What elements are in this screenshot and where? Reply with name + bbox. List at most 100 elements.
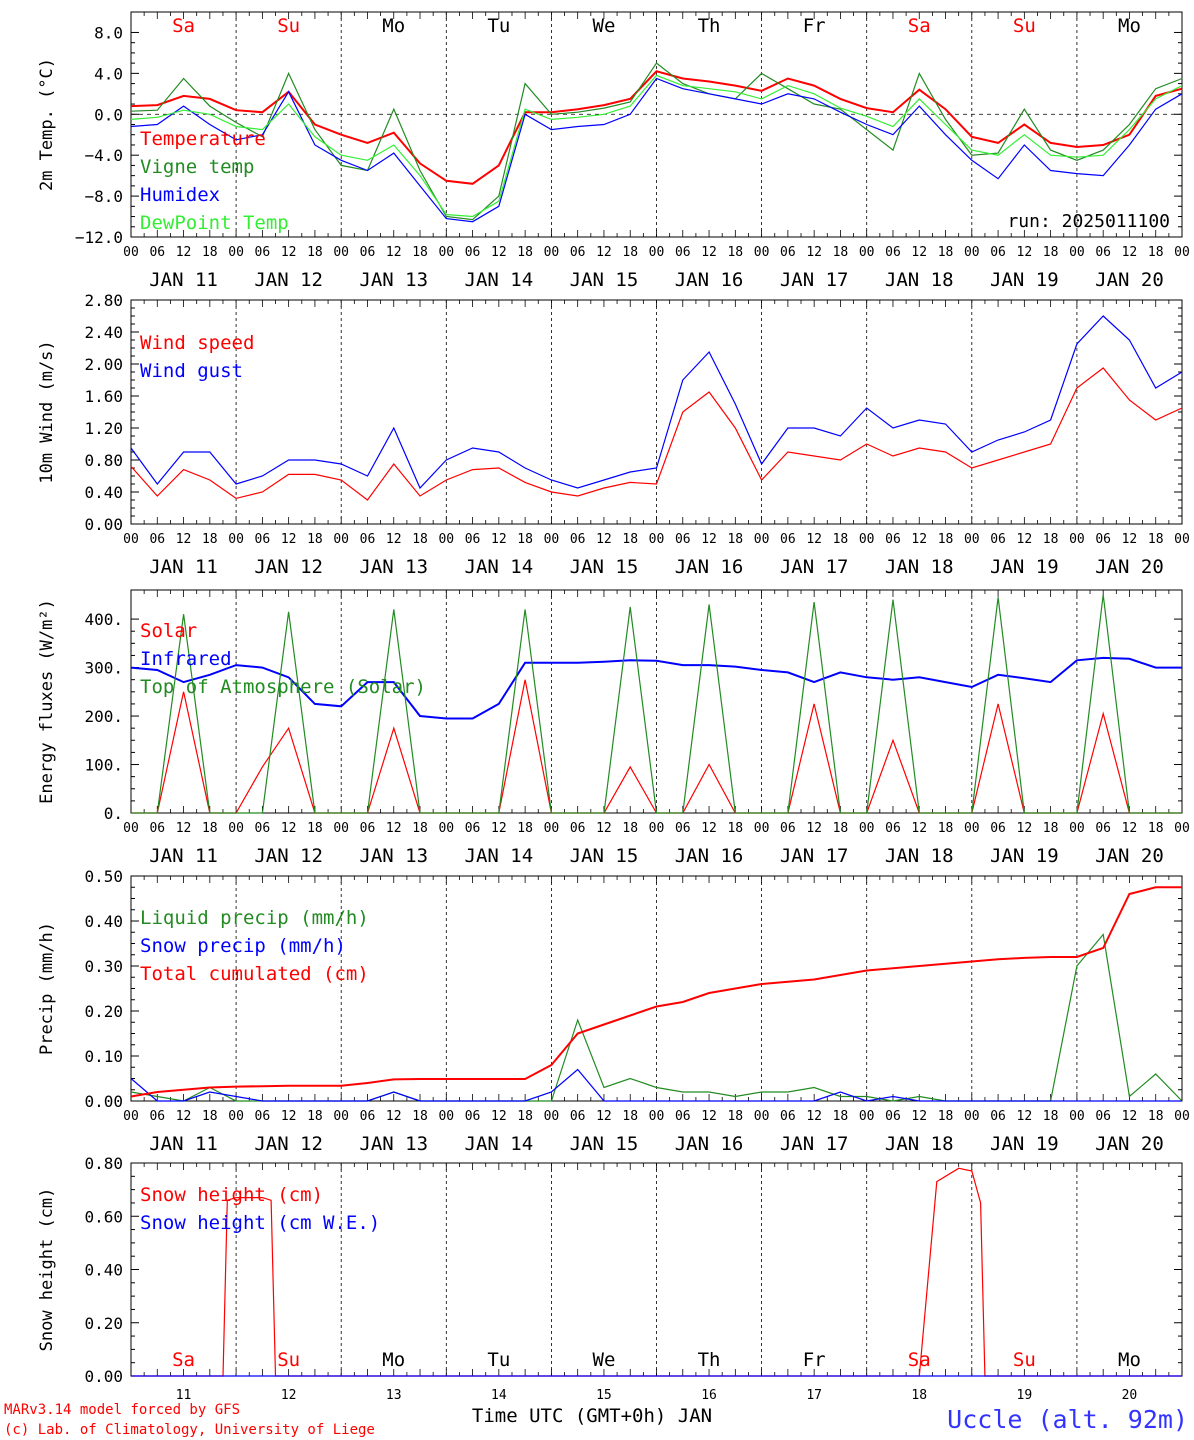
hour-tick-label: 18: [517, 245, 533, 260]
date-label: JAN 13: [359, 1133, 428, 1155]
hour-tick-label: 06: [360, 821, 376, 836]
weekday-label: Su: [277, 1349, 300, 1371]
date-label: JAN 19: [990, 845, 1059, 867]
hour-tick-label: 00: [228, 532, 244, 547]
series-line-temperature: [130, 70, 1183, 185]
date-label: JAN 11: [149, 845, 218, 867]
hour-tick-label: 06: [990, 245, 1006, 260]
legend-entry: Snow precip (mm/h): [140, 935, 346, 957]
date-label: JAN 16: [675, 1133, 744, 1155]
hour-tick-label: 06: [780, 532, 796, 547]
hour-tick-label: 06: [570, 532, 586, 547]
hour-tick-label: 12: [386, 821, 402, 836]
hour-tick-label: 00: [754, 821, 770, 836]
series-line-wind-gust: [130, 315, 1183, 490]
hour-tick-label: 12: [596, 245, 612, 260]
date-label: JAN 14: [465, 1133, 534, 1155]
date-label: JAN 12: [254, 556, 323, 578]
y-tick-label: 2.40: [84, 323, 123, 342]
x-axis-label: Time UTC (GMT+0h) JAN: [472, 1405, 712, 1427]
series-line-top-of-atmosphere-solar-: [131, 594, 1182, 814]
hour-tick-label: 00: [544, 821, 560, 836]
hour-tick-label: 18: [622, 821, 638, 836]
date-label: JAN 16: [675, 269, 744, 291]
y-axis-label: 10m Wind (m/s): [37, 340, 57, 483]
weekday-label: Su: [1013, 1349, 1036, 1371]
hour-tick-label: 18: [412, 1109, 428, 1124]
y-tick-label: 0.40: [84, 912, 123, 931]
date-label: JAN 19: [990, 269, 1059, 291]
hour-tick-label: 18: [938, 532, 954, 547]
panel-3: 0. 100. 200. 300. 400. Energy fluxes (W/m²) So…: [37, 589, 1190, 867]
hour-tick-label: 12: [596, 1109, 612, 1124]
date-label: JAN 11: [149, 1133, 218, 1155]
hour-tick-label: 12: [701, 532, 717, 547]
legend-entry: Humidex: [140, 184, 220, 206]
hour-tick-label: 18: [833, 1109, 849, 1124]
y-axis-label: Energy fluxes (W/m²): [37, 599, 57, 804]
weekday-label: Tu: [487, 15, 510, 37]
hour-tick-label: 12: [176, 821, 192, 836]
legend-entry: Total cumulated (cm): [140, 963, 369, 985]
date-label: JAN 18: [885, 1133, 954, 1155]
hour-tick-label: 00: [228, 821, 244, 836]
y-tick-label: 1.20: [84, 419, 123, 438]
y-tick-label: 0.0: [94, 105, 123, 124]
hour-tick-label: 18: [727, 821, 743, 836]
hour-tick-label: 18: [727, 245, 743, 260]
y-tick-label: 100.: [84, 756, 123, 775]
hour-tick-label: 18: [517, 1109, 533, 1124]
weekday-label: Th: [698, 1349, 721, 1371]
hour-tick-label: 12: [491, 532, 507, 547]
date-label: JAN 18: [885, 845, 954, 867]
date-label: JAN 11: [149, 269, 218, 291]
hour-tick-label: 18: [307, 821, 323, 836]
date-label: JAN 17: [780, 556, 849, 578]
date-label: JAN 11: [149, 556, 218, 578]
date-label: JAN 12: [254, 1133, 323, 1155]
y-tick-label: 0.00: [84, 515, 123, 534]
weekday-label: Su: [277, 15, 300, 37]
hour-tick-label: 00: [964, 532, 980, 547]
y-axis-label: Precip (mm/h): [37, 922, 57, 1055]
hour-tick-label: 00: [123, 821, 139, 836]
series-line-snow-precip-mm-h-: [130, 1068, 1182, 1102]
hour-tick-label: 00: [1174, 245, 1190, 260]
hour-tick-label: 12: [596, 821, 612, 836]
day-number-label: 15: [596, 1388, 612, 1403]
hour-tick-label: 06: [990, 821, 1006, 836]
hour-tick-label: 18: [1148, 1109, 1164, 1124]
hour-tick-label: 06: [1095, 1109, 1111, 1124]
hour-tick-label: 12: [806, 1109, 822, 1124]
y-tick-label: 0.40: [84, 1261, 123, 1280]
hour-tick-label: 00: [649, 532, 665, 547]
hour-tick-label: 00: [123, 1109, 139, 1124]
date-label: JAN 15: [570, 845, 639, 867]
hour-tick-label: 12: [701, 245, 717, 260]
hour-tick-label: 12: [491, 1109, 507, 1124]
hour-tick-label: 06: [360, 1109, 376, 1124]
hour-tick-label: 12: [1122, 821, 1138, 836]
hour-tick-label: 18: [307, 1109, 323, 1124]
y-tick-label: −4.0: [84, 146, 123, 165]
hour-tick-label: 06: [1095, 821, 1111, 836]
hour-tick-label: 12: [176, 532, 192, 547]
y-tick-label: 0.40: [84, 483, 123, 502]
hour-tick-label: 12: [701, 821, 717, 836]
hour-tick-label: 06: [675, 532, 691, 547]
day-number-label: 11: [176, 1388, 192, 1403]
credit-line-2: (c) Lab. of Climatology, University of L…: [4, 1422, 375, 1438]
date-label: JAN 17: [780, 269, 849, 291]
hour-tick-label: 06: [149, 1109, 165, 1124]
hour-tick-label: 12: [281, 245, 297, 260]
hour-tick-label: 06: [885, 245, 901, 260]
hour-tick-label: 12: [176, 245, 192, 260]
y-tick-label: 300.: [84, 659, 123, 678]
hour-tick-label: 12: [1017, 1109, 1033, 1124]
weekday-label: We: [593, 1349, 616, 1371]
series-line-dewpoint-temp: [130, 74, 1183, 218]
date-label: JAN 13: [359, 269, 428, 291]
hour-tick-label: 00: [438, 245, 454, 260]
date-label: JAN 13: [359, 845, 428, 867]
date-label: JAN 20: [1095, 845, 1164, 867]
